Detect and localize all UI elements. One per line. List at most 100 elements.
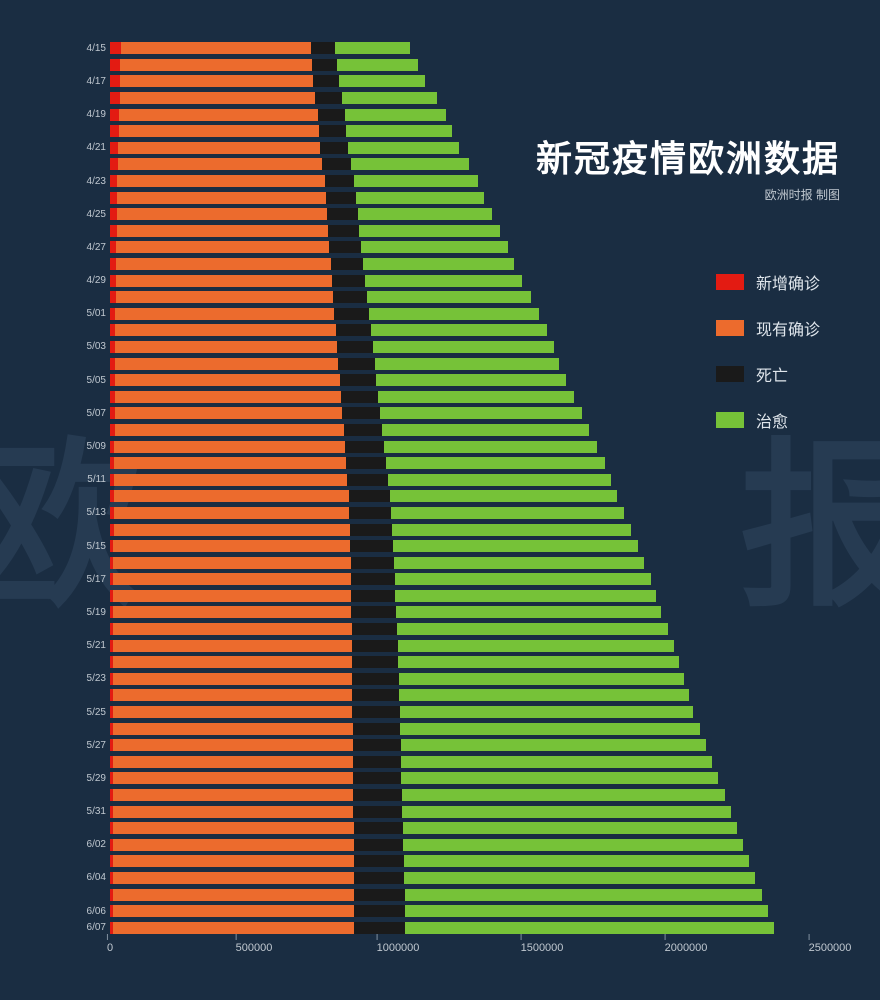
bar-segment <box>373 341 554 353</box>
bar-row: 5/25 <box>110 704 830 721</box>
bar-segment <box>353 806 402 818</box>
bar-segment <box>114 490 349 502</box>
bar-segment <box>332 275 365 287</box>
bar-row <box>110 90 830 107</box>
bar-segment <box>396 606 661 618</box>
legend-swatch <box>716 274 744 290</box>
bar-row: 5/31 <box>110 803 830 820</box>
bar-segment <box>403 822 737 834</box>
legend-item: 死亡 <box>716 362 820 386</box>
bar-segment <box>110 92 120 104</box>
bar-segment <box>341 391 378 403</box>
tick-mark <box>521 934 522 940</box>
bar-row: 4/17 <box>110 73 830 90</box>
bar-segment <box>348 142 459 154</box>
bar-segment <box>115 374 340 386</box>
bar-row <box>110 554 830 571</box>
bar-segment <box>331 258 363 270</box>
bar-segment <box>113 640 352 652</box>
bar-segment <box>110 175 117 187</box>
bar-row <box>110 488 830 505</box>
bar-segment <box>386 457 605 469</box>
bar-segment <box>115 324 335 336</box>
tick-mark <box>665 934 666 940</box>
y-axis-label: 5/13 <box>78 507 106 518</box>
bar-segment <box>110 125 119 137</box>
y-axis-label: 5/31 <box>78 806 106 817</box>
bar-segment <box>337 341 373 353</box>
x-axis-tick: 2500000 <box>809 942 852 954</box>
bar-segment <box>405 889 762 901</box>
bar-segment <box>121 42 311 54</box>
y-axis-label: 4/19 <box>78 109 106 120</box>
bar-segment <box>395 590 656 602</box>
bar-segment <box>352 640 398 652</box>
bar-segment <box>312 59 337 71</box>
bar-segment <box>115 341 337 353</box>
bar-segment <box>113 723 353 735</box>
bar-segment <box>114 524 350 536</box>
tick-mark <box>236 934 237 940</box>
bar-segment <box>113 606 351 618</box>
bar-segment <box>320 142 348 154</box>
bar-segment <box>344 424 383 436</box>
bar-segment <box>354 175 478 187</box>
bar-segment <box>113 656 352 668</box>
bar-segment <box>354 889 404 901</box>
bar-segment <box>113 905 354 917</box>
bar-segment <box>113 756 353 768</box>
bar-segment <box>375 358 559 370</box>
bar-segment <box>353 756 401 768</box>
bar-segment <box>114 457 346 469</box>
bar-row <box>110 588 830 605</box>
bar-segment <box>120 59 312 71</box>
bar-segment <box>113 540 350 552</box>
bar-segment <box>339 75 425 87</box>
bar-segment <box>110 192 117 204</box>
bar-segment <box>352 673 399 685</box>
bar-segment <box>319 125 347 137</box>
y-axis-label: 5/23 <box>78 673 106 684</box>
bar-segment <box>397 623 668 635</box>
bar-segment <box>115 308 334 320</box>
bar-segment <box>325 175 354 187</box>
y-axis-label: 5/29 <box>78 773 106 784</box>
bar-segment <box>113 557 350 569</box>
bar-segment <box>342 92 437 104</box>
y-axis-label: 5/07 <box>78 408 106 419</box>
bar-segment <box>113 872 354 884</box>
bar-segment <box>335 42 410 54</box>
bar-segment <box>113 855 354 867</box>
bar-segment <box>345 109 446 121</box>
y-axis-label: 4/21 <box>78 142 106 153</box>
bar-segment <box>114 474 347 486</box>
bar-segment <box>399 689 688 701</box>
bar-segment <box>400 706 694 718</box>
y-axis-label: 4/25 <box>78 209 106 220</box>
bar-segment <box>404 872 755 884</box>
bar-row <box>110 223 830 240</box>
title-block: 新冠疫情欧洲数据 欧洲时报 制图 <box>536 130 840 203</box>
bar-segment <box>345 441 384 453</box>
legend-label: 治愈 <box>756 408 788 432</box>
bar-row: 5/13 <box>110 505 830 522</box>
bar-segment <box>117 208 327 220</box>
bar-segment <box>401 772 718 784</box>
tick-mark <box>809 934 810 940</box>
bar-row: 6/07 <box>110 919 830 936</box>
bar-segment <box>115 391 341 403</box>
bar-segment <box>351 606 396 618</box>
bar-segment <box>346 125 451 137</box>
y-axis-label: 5/03 <box>78 341 106 352</box>
legend-swatch <box>716 320 744 336</box>
bar-row: 4/19 <box>110 106 830 123</box>
bar-segment <box>113 706 353 718</box>
legend-item: 治愈 <box>716 408 820 432</box>
bar-row <box>110 621 830 638</box>
bar-segment <box>115 424 344 436</box>
bar-segment <box>114 507 350 519</box>
y-axis-label: 5/19 <box>78 607 106 618</box>
tick-mark <box>107 934 108 940</box>
legend-label: 死亡 <box>756 362 788 386</box>
bar-segment <box>405 922 774 934</box>
